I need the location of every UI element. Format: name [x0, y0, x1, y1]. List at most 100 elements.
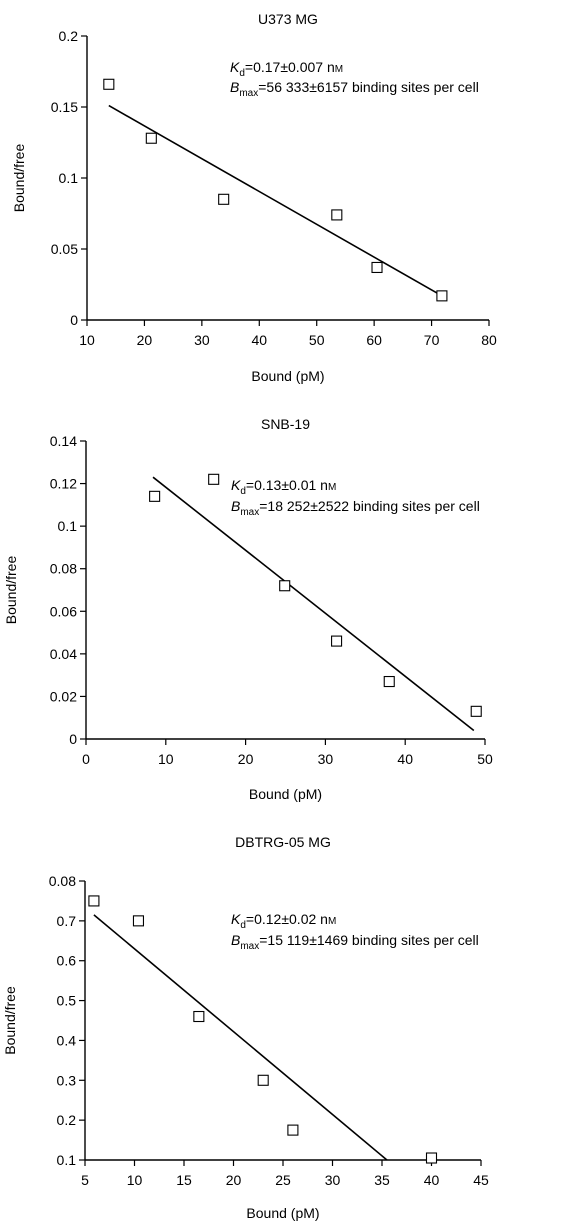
- bmax-symbol: B: [231, 498, 240, 514]
- data-point: [279, 580, 291, 592]
- y-tick-label: 0: [69, 731, 77, 747]
- x-tick-label: 10: [158, 751, 174, 767]
- x-tick-label: 80: [481, 332, 497, 348]
- chart-title: SNB-19: [261, 416, 310, 432]
- y-tick-label: 0.1: [58, 518, 78, 534]
- x-tick-label: 20: [137, 332, 153, 348]
- chart-title: DBTRG-05 MG: [235, 834, 331, 850]
- y-axis-label: Bound/free: [11, 144, 27, 213]
- bmax-symbol: B: [231, 932, 240, 948]
- data-point: [132, 915, 145, 927]
- x-tick-label: 35: [374, 1172, 390, 1188]
- bmax-subscript: max: [240, 941, 259, 952]
- kd-unit: M: [328, 482, 336, 493]
- kd-unit: M: [335, 64, 343, 75]
- y-tick-label: 0.14: [50, 433, 77, 449]
- regression-line: [93, 914, 388, 1161]
- bmax-subscript: max: [239, 88, 258, 99]
- x-tick-label: 45: [473, 1172, 489, 1188]
- kd-symbol: K: [231, 477, 241, 493]
- y-tick-label: 0.15: [51, 99, 78, 115]
- y-tick-label: 0.12: [50, 476, 77, 492]
- data-point: [193, 1010, 205, 1023]
- x-tick-label: 50: [477, 751, 493, 767]
- y-tick-label: 0.7: [57, 913, 77, 929]
- kd-value: =0.13±0.01 n: [246, 477, 328, 493]
- x-axis-label: Bound (pM): [246, 1205, 319, 1221]
- data-point: [149, 490, 161, 502]
- data-point: [103, 78, 115, 90]
- x-axis-label: Bound (pM): [249, 786, 322, 802]
- data-point: [287, 1124, 299, 1136]
- chart-u373-mg: U373 MG 10 20 30 40 50 60 70 80 0 0.05 0.1 0.15 0.2 Bo…: [11, 11, 497, 384]
- x-tick-label: 40: [424, 1172, 440, 1188]
- bmax-symbol: B: [230, 79, 239, 95]
- data-point: [208, 473, 220, 485]
- x-tick-label: 0: [82, 751, 90, 767]
- data-point: [436, 290, 448, 302]
- kd-subscript: d: [240, 486, 246, 497]
- bmax-value: =15 119±1469 binding sites per cell: [259, 932, 479, 948]
- x-tick-label: 40: [251, 332, 267, 348]
- y-tick-label: 0.08: [49, 873, 76, 889]
- bmax-annotation: Bmax=56 333±6157 binding sites per cell: [230, 79, 479, 99]
- x-tick-label: 10: [127, 1172, 143, 1188]
- y-tick-label: 0.2: [57, 1112, 77, 1128]
- x-tick-label: 10: [79, 332, 95, 348]
- x-tick-label: 40: [397, 751, 413, 767]
- bmax-annotation: Bmax=15 119±1469 binding sites per cell: [231, 932, 479, 952]
- regression-line: [152, 476, 475, 732]
- y-tick-label: 0.3: [57, 1072, 77, 1088]
- y-tick-label: 0.05: [51, 241, 78, 257]
- y-tick-label: 0.2: [59, 28, 79, 44]
- y-tick-label: 0.1: [59, 170, 79, 186]
- chart-snb-19: SNB-19 0 10 20 30 40 50 0 0.02 0.04 0.06 0.08 0.1 0.1…: [3, 416, 493, 802]
- y-tick-label: 0.02: [50, 688, 77, 704]
- y-tick-label: 0.1: [57, 1152, 77, 1168]
- data-point: [218, 193, 230, 205]
- x-tick-label: 50: [309, 332, 325, 348]
- y-tick-label: 0.06: [50, 603, 77, 619]
- x-tick-label: 60: [366, 332, 382, 348]
- y-tick-label: 0.5: [57, 993, 77, 1009]
- x-tick-label: 70: [424, 332, 440, 348]
- regression-line: [108, 104, 443, 297]
- data-point: [257, 1074, 269, 1086]
- data-point: [371, 261, 383, 274]
- bmax-value: =18 252±2522 binding sites per cell: [259, 498, 480, 514]
- y-tick-label: 0.04: [50, 646, 77, 662]
- kd-subscript: d: [240, 920, 246, 931]
- x-tick-label: 30: [318, 751, 334, 767]
- data-point: [425, 1152, 438, 1164]
- data-point: [470, 705, 482, 717]
- kd-unit: M: [328, 916, 336, 927]
- chart-dbtrg-05-mg: DBTRG-05 MG 5 10 15 20 25 30 35 40 45 0.1 0.2 0.3 0.4…: [2, 834, 489, 1221]
- x-axis-label: Bound (pM): [251, 368, 324, 384]
- y-axis-label: Bound/free: [3, 556, 19, 625]
- y-tick-label: 0.4: [57, 1032, 77, 1048]
- kd-symbol: K: [231, 911, 241, 927]
- bmax-subscript: max: [240, 507, 259, 518]
- kd-symbol: K: [230, 59, 240, 75]
- x-tick-label: 25: [275, 1172, 291, 1188]
- data-point: [331, 635, 343, 647]
- x-tick-label: 15: [176, 1172, 192, 1188]
- y-tick-label: 0: [70, 312, 78, 328]
- x-tick-label: 20: [238, 751, 254, 767]
- x-tick-label: 5: [81, 1172, 89, 1188]
- data-point: [145, 132, 157, 144]
- x-tick-label: 30: [325, 1172, 341, 1188]
- y-tick-label: 0.6: [57, 953, 77, 969]
- bmax-value: =56 333±6157 binding sites per cell: [258, 79, 479, 95]
- kd-value: =0.12±0.02 n: [246, 911, 328, 927]
- kd-annotation: Kd=0.13±0.01 nM: [231, 477, 336, 497]
- x-tick-label: 20: [226, 1172, 242, 1188]
- y-axis-label: Bound/free: [2, 986, 18, 1055]
- kd-value: =0.17±0.007 n: [245, 59, 335, 75]
- bmax-annotation: Bmax=18 252±2522 binding sites per cell: [231, 498, 480, 518]
- kd-annotation: Kd=0.12±0.02 nM: [231, 911, 336, 931]
- x-tick-label: 30: [194, 332, 210, 348]
- kd-annotation: Kd=0.17±0.007 nM: [230, 59, 343, 79]
- chart-title: U373 MG: [258, 11, 318, 27]
- data-point: [383, 675, 395, 688]
